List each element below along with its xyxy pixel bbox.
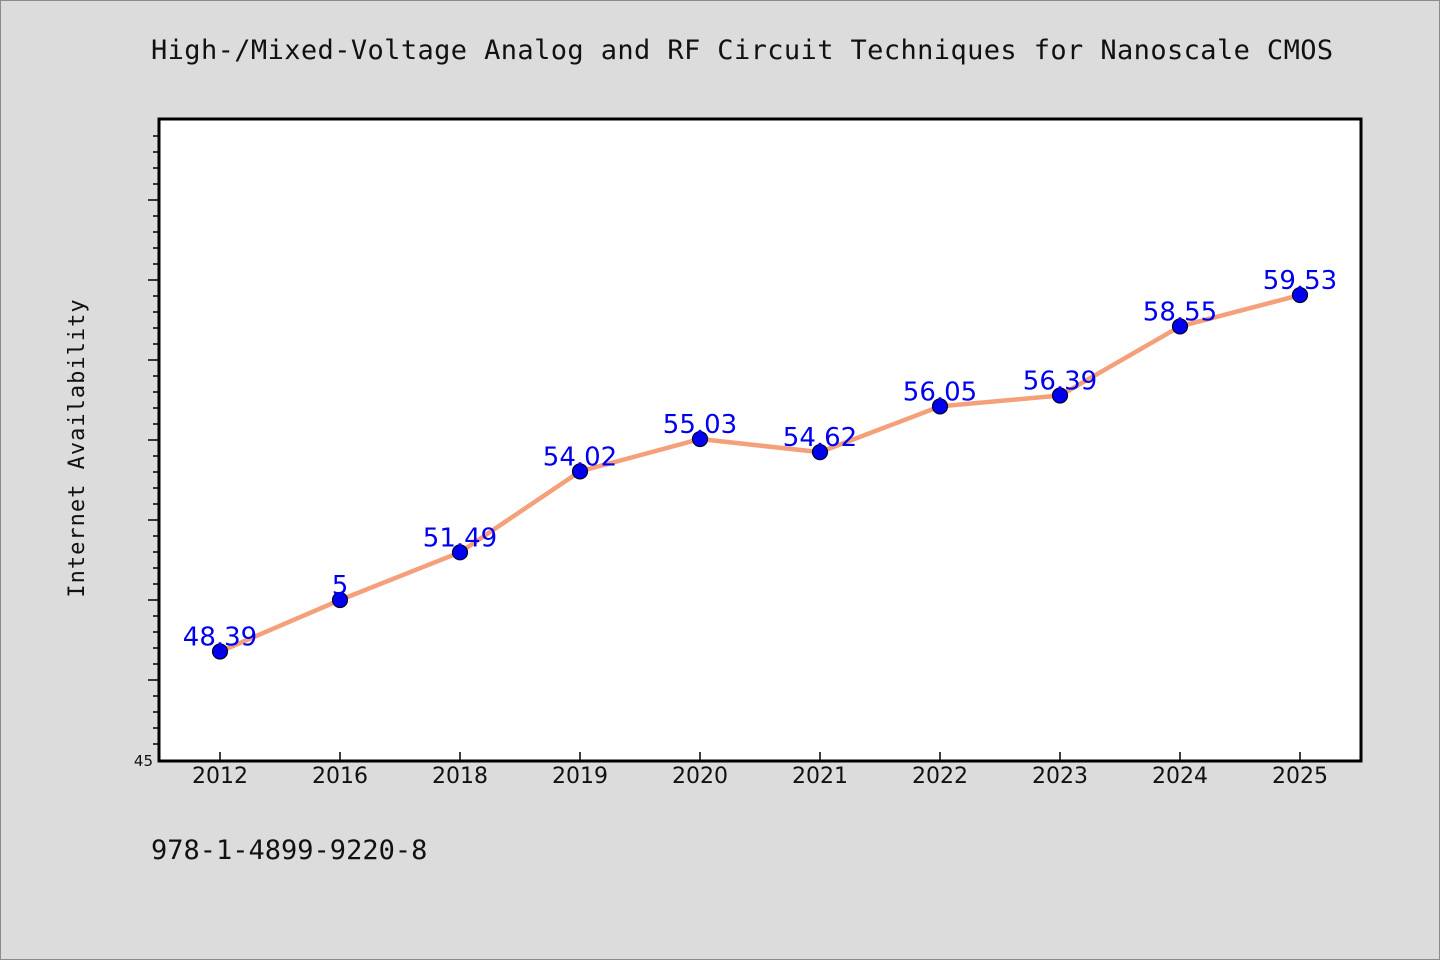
data-point (691, 430, 709, 448)
data-point (451, 544, 469, 561)
x-tick-label: 2023 (1032, 764, 1088, 789)
data-label: 59.53 (1263, 266, 1337, 296)
data-label: 54.02 (543, 442, 617, 472)
y-axis-title: Internet Availability (65, 298, 90, 597)
plot-area (157, 117, 1363, 763)
x-tick-label: 2021 (792, 764, 848, 789)
data-point (571, 463, 589, 480)
data-label: 5 (332, 571, 349, 601)
x-tick-label: 2018 (432, 764, 488, 789)
y-tick-label: 45 (134, 752, 153, 770)
data-label: 55.03 (663, 410, 737, 440)
data-label: 58.55 (1143, 297, 1217, 327)
chart-title: High-/Mixed-Voltage Analog and RF Circui… (151, 35, 1334, 66)
x-tick-label: 2012 (192, 764, 248, 789)
y-axis-ticks (148, 135, 160, 745)
data-point (331, 591, 349, 609)
x-axis-ticks (219, 752, 1301, 760)
isbn-text: 978-1-4899-9220-8 (151, 835, 428, 866)
x-tick-label: 2016 (312, 764, 368, 789)
data-label: 51.49 (423, 523, 497, 553)
data-label: 48.39 (183, 623, 257, 653)
data-label: 56.05 (903, 377, 977, 407)
series-line (217, 292, 1303, 654)
x-tick-label: 2024 (1152, 764, 1208, 789)
x-tick-label: 2022 (912, 764, 968, 789)
x-tick-label: 2019 (552, 764, 608, 789)
data-label: 54.62 (783, 423, 857, 453)
x-tick-label: 2020 (672, 764, 728, 789)
x-axis-labels: 2012 2016 2018 2019 2020 2021 2022 2023 2024 2025 (192, 764, 1328, 789)
data-labels: 48.39 5 51.49 54.02 55.03 54.62 56.05 56.39 58.5… (183, 266, 1337, 652)
data-point (931, 398, 949, 415)
data-point (1171, 318, 1189, 335)
data-point (1291, 286, 1309, 304)
data-label: 56.39 (1023, 367, 1097, 397)
data-markers (211, 286, 1309, 660)
data-point (211, 643, 229, 660)
data-point (1051, 387, 1069, 404)
x-tick-label: 2025 (1272, 764, 1328, 789)
data-point (811, 444, 829, 461)
